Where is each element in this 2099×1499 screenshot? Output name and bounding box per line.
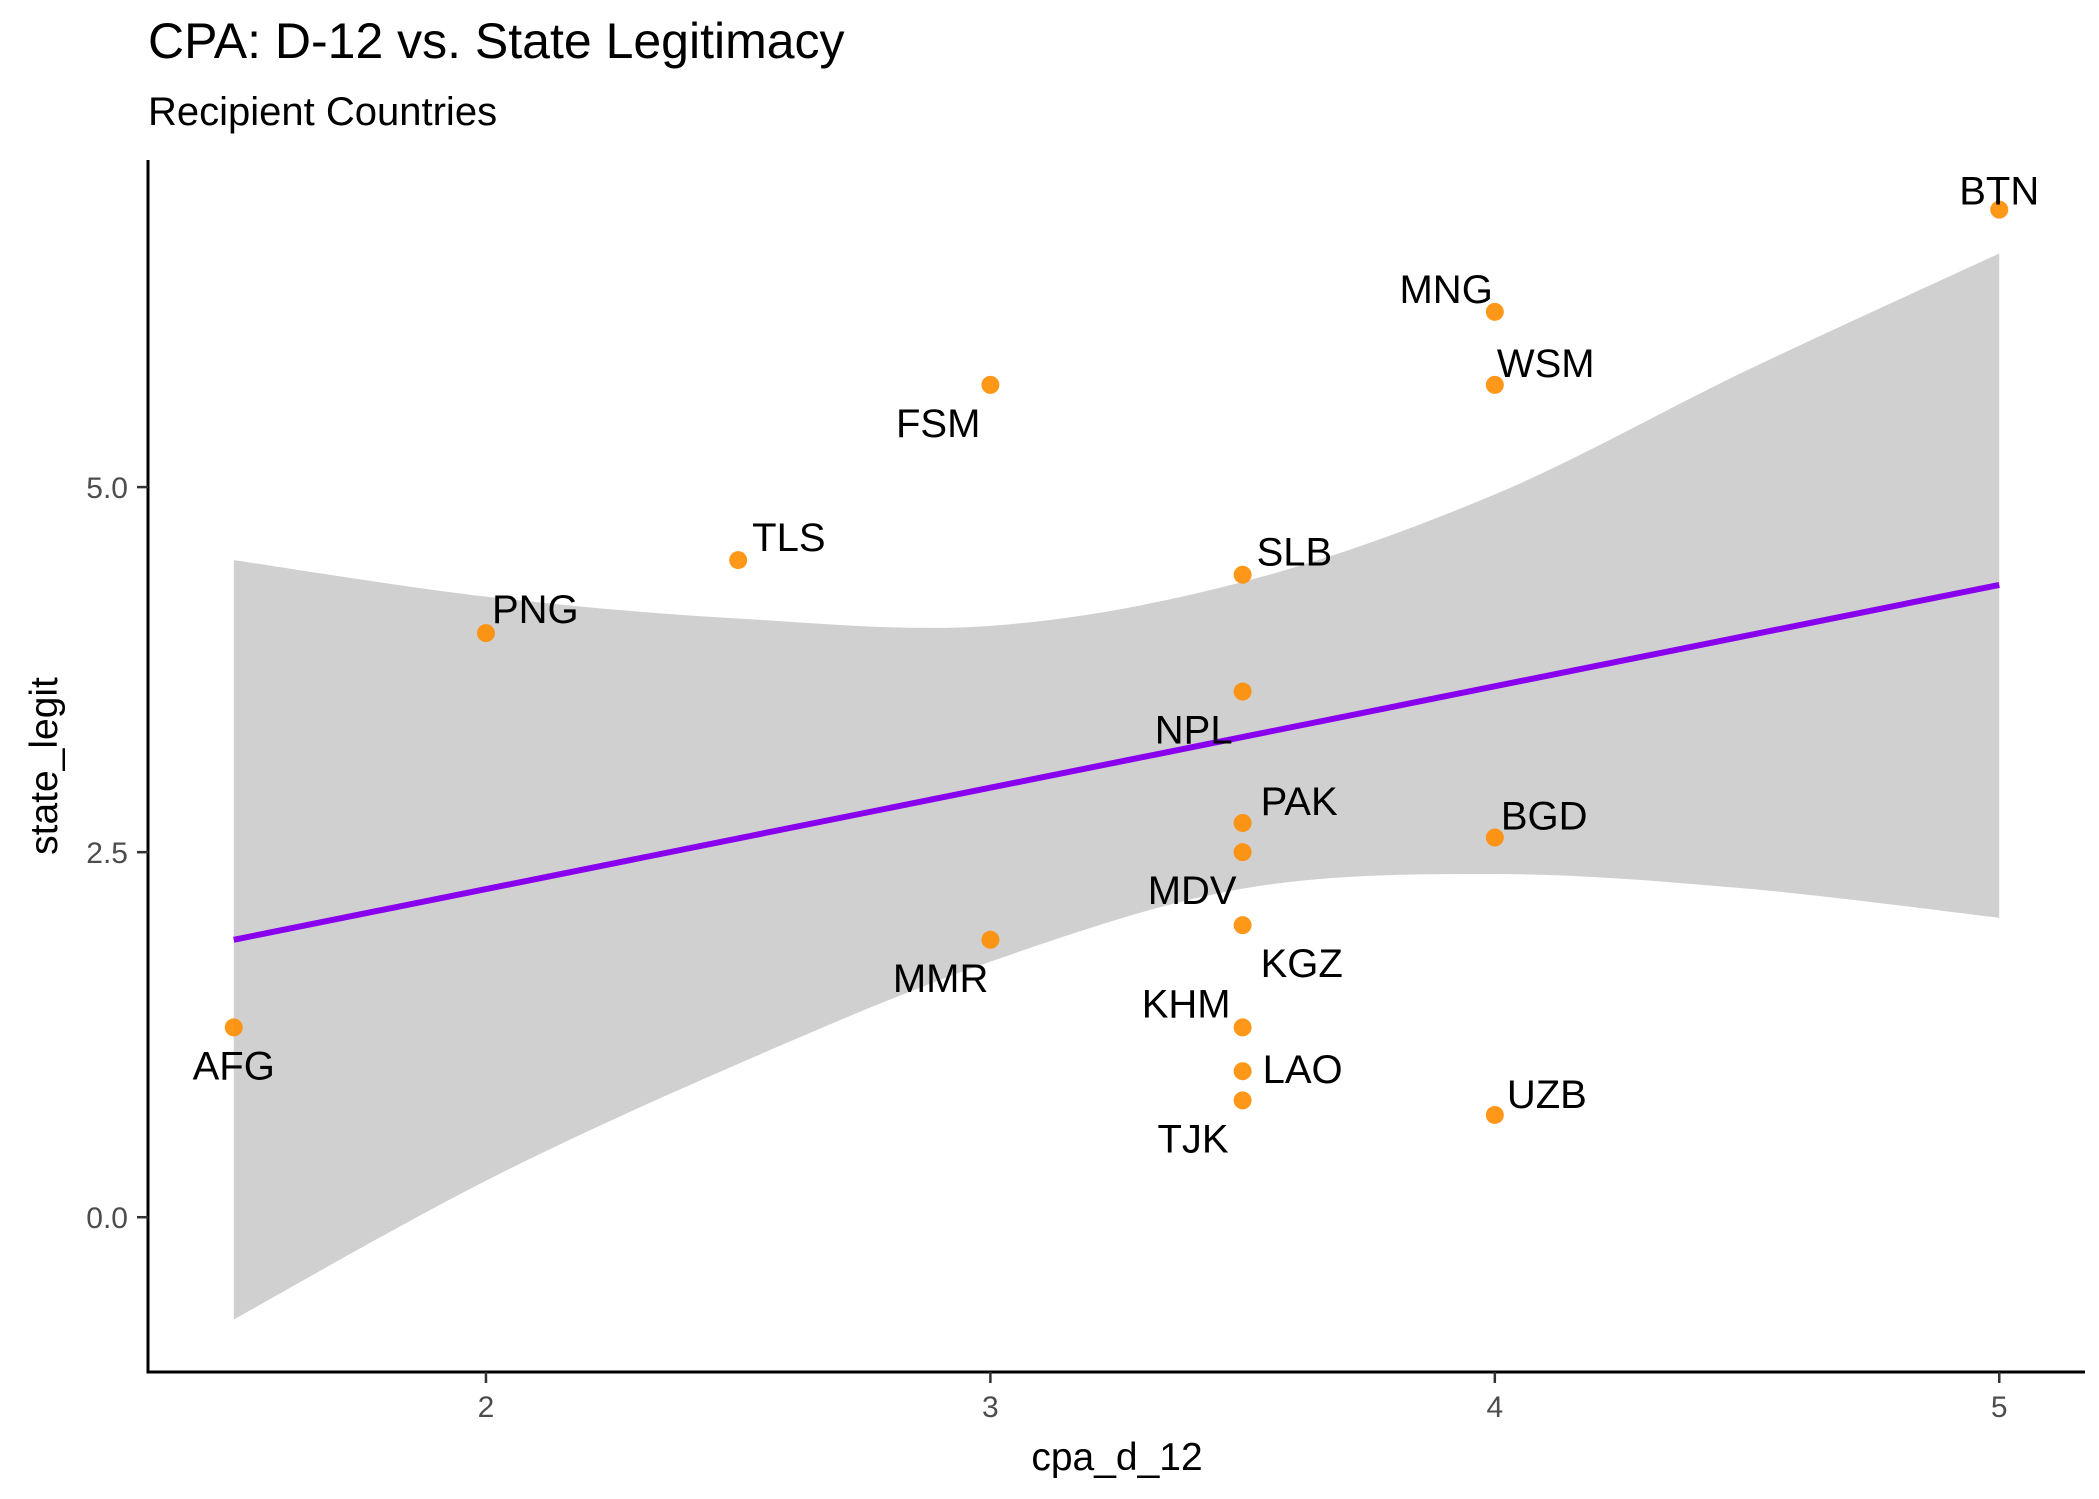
x-axis-title: cpa_d_12 [1031, 1436, 1202, 1479]
y-tick-label: 0.0 [86, 1202, 128, 1235]
label-btn: BTN [1959, 170, 2039, 214]
point-slb [1233, 565, 1252, 584]
chart-subtitle: Recipient Countries [148, 90, 497, 134]
label-pak: PAK [1261, 780, 1338, 824]
label-kgz: KGZ [1261, 942, 1343, 986]
x-tick-label: 5 [1991, 1391, 2008, 1424]
point-afg [224, 1018, 243, 1037]
point-wsm [1485, 375, 1504, 394]
label-afg: AFG [193, 1044, 275, 1088]
label-bgd: BGD [1501, 795, 1588, 839]
confidence-band [233, 253, 2000, 1320]
x-tick-label: 3 [982, 1391, 999, 1424]
point-fsm [981, 375, 1000, 394]
point-mng [1485, 302, 1504, 321]
label-npl: NPL [1155, 709, 1233, 753]
label-lao: LAO [1263, 1048, 1343, 1092]
y-axis: 0.0 2.5 5.0 [86, 160, 150, 1372]
label-png: PNG [492, 588, 579, 632]
point-npl [1233, 682, 1252, 701]
label-slb: SLB [1257, 531, 1333, 575]
label-uzb: UZB [1507, 1073, 1587, 1117]
point-mmr [981, 930, 1000, 949]
point-pak [1233, 813, 1252, 832]
plot-area: AFG PNG TLS FSM MMR SLB NPL PAK MDV KGZ KHM LAO TJK M… [193, 170, 2040, 1320]
point-tjk [1233, 1091, 1252, 1110]
point-uzb [1485, 1105, 1504, 1124]
point-lao [1233, 1062, 1252, 1081]
data-points [224, 200, 2009, 1124]
point-khm [1233, 1018, 1252, 1037]
label-fsm: FSM [896, 402, 980, 446]
point-labels: AFG PNG TLS FSM MMR SLB NPL PAK MDV KGZ KHM LAO TJK M… [193, 170, 2040, 1162]
point-tls [729, 551, 748, 570]
point-png [476, 624, 495, 643]
label-mdv: MDV [1148, 869, 1237, 913]
label-wsm: WSM [1497, 342, 1595, 386]
label-tjk: TJK [1157, 1117, 1228, 1161]
y-axis-title: state_legit [23, 677, 66, 855]
label-khm: KHM [1142, 982, 1231, 1026]
x-tick-label: 2 [478, 1391, 495, 1424]
x-tick-label: 4 [1486, 1391, 1503, 1424]
chart-title: CPA: D-12 vs. State Legitimacy [148, 13, 845, 69]
point-mdv [1233, 843, 1252, 862]
y-tick-label: 2.5 [86, 837, 128, 870]
x-axis: 2 3 4 5 [146, 1370, 2085, 1424]
label-tls: TLS [752, 516, 825, 560]
regression-line [233, 581, 2000, 943]
label-mmr: MMR [893, 957, 989, 1001]
point-kgz [1233, 916, 1252, 935]
point-bgd [1485, 828, 1504, 847]
label-mng: MNG [1399, 268, 1492, 312]
point-btn [1990, 200, 2009, 219]
y-tick-label: 5.0 [86, 472, 128, 505]
